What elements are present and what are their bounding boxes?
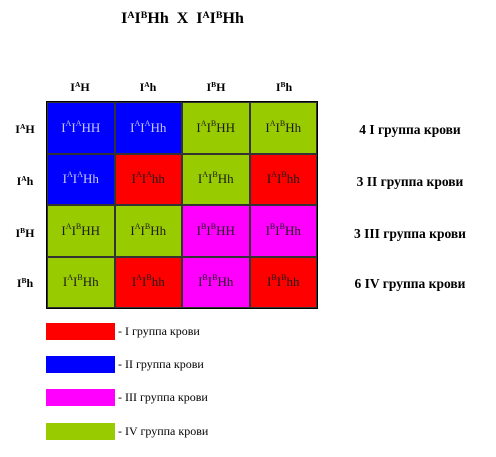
genotype-cell: I A I B Hh <box>47 256 115 308</box>
legend-label-group-3: - III группа крови <box>118 390 208 404</box>
row-result-2: 3 II группа крови <box>356 174 464 189</box>
genotype-cell: I B I B Hh <box>182 256 250 308</box>
genotype-cell: I A I B HH <box>182 102 250 154</box>
legend-label-group-4: - IV группа крови <box>118 424 209 438</box>
legend-swatch-group-3 <box>46 389 115 406</box>
legend-swatch-group-2 <box>46 356 115 373</box>
genotype-cell: I A I A Hh <box>114 102 182 154</box>
gamete-col-header-2: IAh <box>139 79 157 94</box>
legend-swatch-group-1 <box>46 323 115 340</box>
gamete-col-header-4: IBh <box>275 79 293 94</box>
gamete-col-header-1: IAH <box>70 79 90 94</box>
genotype-cell: I B I B HH <box>182 205 250 257</box>
gamete-row-header-3: IBH <box>15 225 35 240</box>
legend-swatch-group-4 <box>46 423 115 440</box>
genotype-cell: I A I A Hh <box>47 153 115 205</box>
genotype-cell: I A I B Hh <box>114 205 182 257</box>
gamete-row-header-1: IAH <box>15 121 35 136</box>
gamete-col-header-3: IBH <box>206 79 226 94</box>
legend-label-group-1: - I группа крови <box>118 324 200 338</box>
cross-title: IAIBHh X IAIBHh <box>121 9 244 27</box>
gamete-row-header-4: IBh <box>16 275 34 290</box>
genotype-cell: I A I B Hh <box>249 102 317 154</box>
row-result-1: 4 I группа крови <box>359 122 461 137</box>
row-result-3: 3 III группа крови <box>354 226 466 241</box>
genotype-cell: I A I B Hh <box>182 153 250 205</box>
legend-label-group-2: - II группа крови <box>118 357 204 371</box>
genotype-cell: I A I B HH <box>47 205 115 257</box>
genotype-cell: I A I A HH <box>47 102 115 154</box>
genotype-cell: I B I B Hh <box>249 205 317 257</box>
gamete-row-header-2: IAh <box>16 173 34 188</box>
row-result-4: 6 IV группа крови <box>354 276 466 291</box>
